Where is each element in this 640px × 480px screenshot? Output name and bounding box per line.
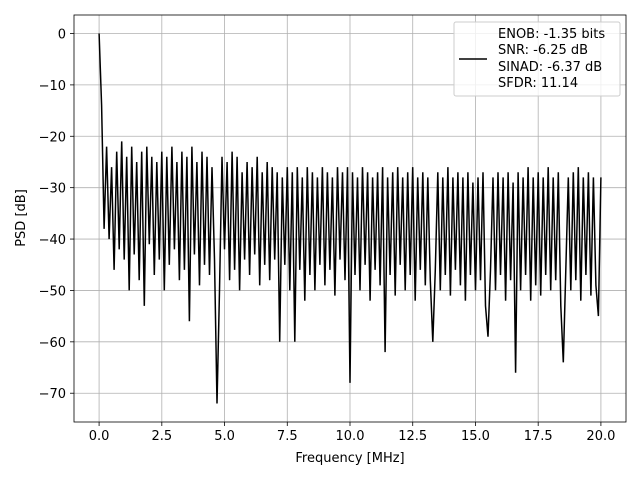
y-tick-label: 0 — [58, 28, 66, 43]
x-axis-label: Frequency [MHz] — [295, 451, 404, 466]
y-axis-label: PSD [dB] — [14, 189, 29, 247]
legend: ENOB: -1.35 bits SNR: -6.25 dB SINAD: -6… — [453, 21, 621, 97]
legend-sfdr: SFDR: 11.14 — [498, 76, 578, 91]
y-tick-label: −70 — [39, 387, 66, 402]
x-tick-label: 10.0 — [336, 429, 365, 444]
y-tick-label: −20 — [39, 130, 66, 145]
y-tick-label: −30 — [39, 182, 66, 197]
legend-sinad: SINAD: -6.37 dB — [498, 60, 602, 75]
ticks: 0.0 2.5 5.0 7.5 10.0 12.5 15.0 17.5 20.0 0 −10 −20 −… — [39, 28, 616, 445]
legend-box — [453, 21, 621, 97]
x-tick-label: 15.0 — [461, 429, 490, 444]
x-tick-label: 20.0 — [586, 429, 615, 444]
x-tick-label: 0.0 — [89, 429, 110, 444]
x-tick-label: 12.5 — [398, 429, 427, 444]
x-tick-label: 5.0 — [214, 429, 235, 444]
legend-snr: SNR: -6.25 dB — [498, 43, 588, 58]
y-tick-label: −40 — [39, 233, 66, 248]
psd-series-line — [98, 33, 602, 404]
x-tick-label: 2.5 — [151, 429, 172, 444]
x-tick-label: 17.5 — [524, 429, 553, 444]
y-tick-label: −60 — [39, 336, 66, 351]
y-tick-label: −50 — [39, 284, 66, 299]
y-tick-label: −10 — [39, 79, 66, 94]
x-tick-label: 7.5 — [277, 429, 298, 444]
legend-enob: ENOB: -1.35 bits — [498, 27, 605, 42]
